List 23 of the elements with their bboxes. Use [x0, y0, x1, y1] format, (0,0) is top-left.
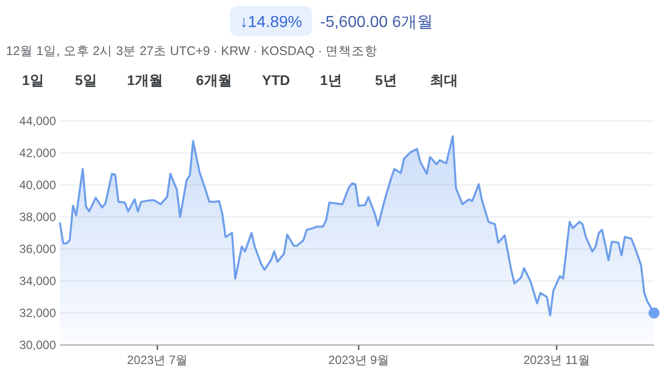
title: ↓14.89%	[230, 6, 312, 36]
chart-subtitle: -5,600.00 6개월	[320, 14, 434, 31]
x-tick-label: 2023년 9월	[328, 353, 389, 367]
y-tick-label: 34,000	[19, 274, 56, 288]
text: 6개월	[196, 72, 232, 88]
text: 1개월	[127, 72, 163, 88]
y-tick-label: 32,000	[19, 306, 56, 320]
y-tick-label: 38,000	[19, 210, 56, 224]
text: 12월 1일, 오후 2시 3분 27초 UTC+9 · KRW · KOSDAQ · 면책조항	[6, 44, 378, 58]
chart-title: ↓14.89%	[240, 14, 302, 31]
text: 1일	[22, 72, 44, 88]
x-tick-label: 2023년 11월	[523, 353, 590, 367]
text: 최대	[430, 72, 458, 88]
text: 5일	[75, 72, 97, 88]
x-tick-label: 2023년 7월	[127, 353, 188, 367]
y-tick-label: 30,000	[19, 338, 56, 352]
text: 5년	[375, 72, 397, 88]
text: 1년	[320, 72, 342, 88]
y-tick-label: 42,000	[19, 146, 56, 160]
y-tick-label: 40,000	[19, 178, 56, 192]
text: YTD	[262, 72, 290, 88]
y-tick-label: 36,000	[19, 242, 56, 256]
y-tick-label: 44,000	[19, 114, 56, 128]
